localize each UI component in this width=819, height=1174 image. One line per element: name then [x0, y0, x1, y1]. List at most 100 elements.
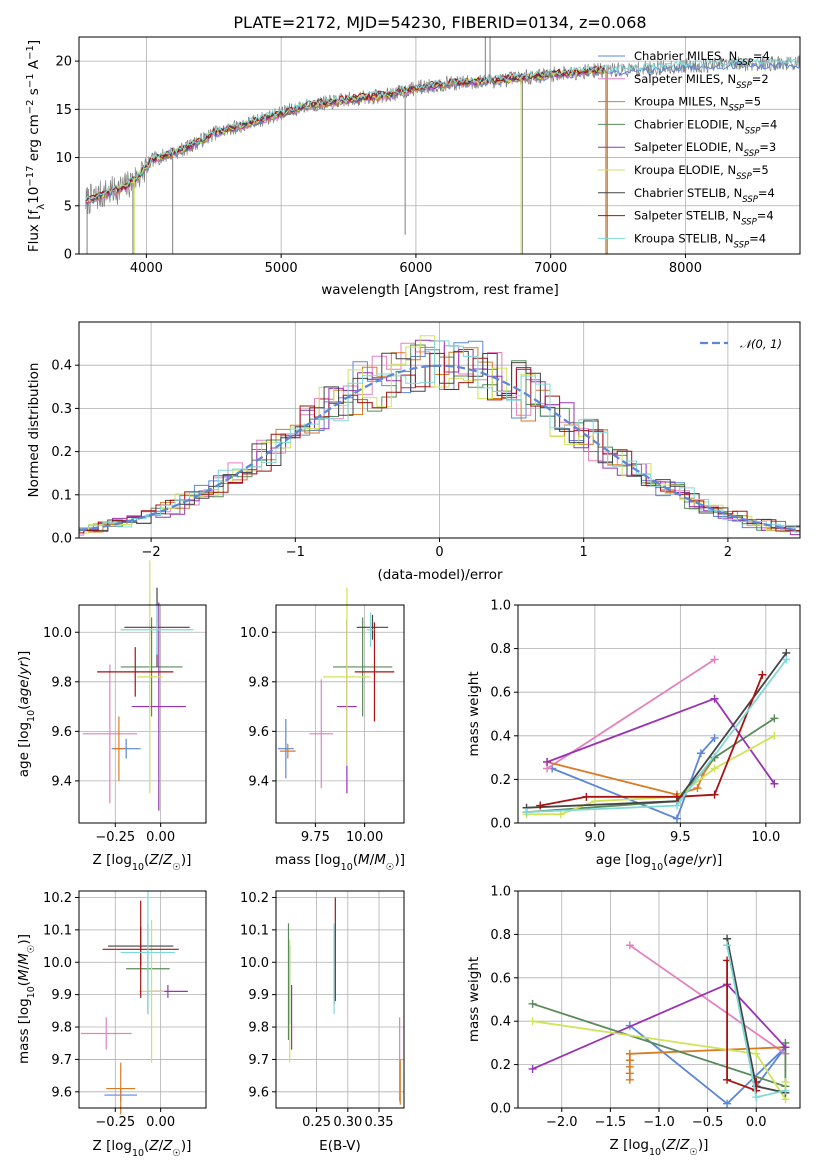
tick-label-x: 9.5 [670, 830, 691, 845]
weight-line-ss [726, 960, 758, 1092]
label-part: mass [log [275, 852, 341, 868]
legend-label-se: Salpeter ELODIE, NSSP=3 [634, 140, 776, 159]
legend-label-ce: Chabrier ELODIE, NSSP=4 [634, 117, 777, 136]
weight_vs_age-frame [517, 604, 801, 824]
label-part: 10 [649, 1147, 661, 1158]
weight-marker-ke [770, 731, 779, 740]
legend-sub: SSP [729, 104, 745, 114]
label-part: / [16, 964, 32, 969]
label-part: / [159, 1138, 164, 1154]
label-part: A [26, 59, 42, 73]
label-part: Z [log [93, 852, 132, 868]
tick-label-x: 5000 [265, 261, 298, 276]
mass-z-xlabel: Z [log10(Z/Z☉)] [93, 1138, 192, 1159]
age-mass-xlabel: mass [log10(M/M☉)] [275, 852, 405, 873]
tick-label-x: 0.00 [146, 1115, 175, 1130]
tick-label-x: −0.5 [692, 1115, 724, 1130]
label-part: / [16, 674, 32, 679]
legend-label-ss: Salpeter STELIB, NSSP=4 [634, 209, 774, 228]
spectrum-title: PLATE=2172, MJD=54230, FIBERID=0134, z=0… [233, 13, 646, 32]
weight-marker-ss [758, 670, 767, 679]
tick-label-x: 0.35 [365, 1115, 394, 1130]
label-part: −1 [25, 45, 36, 60]
label-part: / [676, 1137, 681, 1153]
legend-sub: SSP [745, 126, 761, 136]
tick-label-y: 9.8 [248, 675, 269, 690]
model-line-cm [85, 61, 800, 205]
weight-marker-ks [723, 941, 732, 950]
tick-label-x: 0.25 [302, 1115, 331, 1130]
tick-label-y: 1.0 [490, 599, 511, 614]
weight-line-ss [540, 674, 764, 807]
weight-marker-ks [752, 1093, 761, 1102]
tick-label-x: 0 [435, 545, 443, 560]
model-line-se [85, 66, 605, 204]
weight-line-sm [546, 658, 715, 770]
tick-label-y: 9.6 [248, 1085, 269, 1100]
age_vs_Z-frame [78, 604, 207, 824]
tick-label-y: 9.4 [248, 774, 269, 789]
label-part: ☉ [172, 1148, 181, 1159]
label-part: λ [36, 204, 47, 210]
tick-label-x: 4000 [130, 261, 163, 276]
label-part: 10 [341, 862, 353, 873]
weight-line-sm [629, 944, 786, 1055]
label-part: )] [712, 852, 723, 868]
weight-marker-ss [710, 790, 719, 799]
label-part: Z [148, 1138, 159, 1154]
hist-ke [79, 335, 800, 534]
label-part: )] [16, 934, 32, 945]
legend-text: Kroupa ELODIE, N [634, 163, 736, 177]
legend-post: =3 [759, 140, 776, 154]
tick-label-y: 0.8 [490, 928, 511, 943]
spectrum-data-line [85, 55, 800, 215]
tick-label-y: 9.8 [51, 1021, 72, 1036]
weight-marker-cm [710, 733, 719, 742]
label-part: Z [679, 1137, 690, 1153]
tick-label-x: −2 [142, 545, 161, 560]
label-part: ( [16, 981, 32, 986]
weight_vs_Z-xlabel: Z [log10(Z/Z☉)] [610, 1137, 709, 1158]
tick-label-y: 9.4 [51, 774, 72, 789]
model-line-ke [85, 65, 606, 203]
age_vs_Z-axes [79, 605, 206, 823]
label-part: ☉ [172, 862, 181, 873]
tick-label-y: 9.9 [248, 988, 269, 1003]
weight-marker-sm [625, 941, 634, 950]
tick-label-x: 7000 [534, 261, 567, 276]
weight-marker-ks [782, 655, 791, 664]
weight_vs_Z-axes [518, 890, 800, 1109]
legend-label-normal: 𝒩(0, 1) [740, 337, 782, 351]
weight-marker-ke [528, 1017, 537, 1026]
label-part: ☉ [386, 862, 395, 873]
tick-label-y: 0.3 [51, 402, 72, 417]
model-line-ks [85, 56, 800, 201]
label-part: Z [665, 1137, 676, 1153]
model-line-ce [85, 68, 605, 204]
residuals-ylabel: Normed distribution [26, 363, 42, 498]
tick-label-x: 10.0 [751, 830, 780, 845]
legend-label-sm: Salpeter MILES, NSSP=2 [634, 72, 769, 91]
legend-text: Chabrier STELIB, N [634, 186, 742, 200]
label-part: s [26, 88, 42, 99]
legend-sub: SSP [736, 172, 752, 182]
weight-marker-ss [723, 1075, 732, 1084]
label-part: M [16, 969, 32, 981]
weight-marker-ce [770, 714, 779, 723]
tick-label-y: 10.0 [240, 626, 269, 641]
label-part: )] [181, 1138, 192, 1154]
legend-label-cs: Chabrier STELIB, NSSP=4 [634, 186, 775, 205]
spectrum-frame [78, 36, 801, 255]
legend-label-ks: Kroupa STELIB, NSSP=4 [634, 231, 766, 250]
tick-label-x: 6000 [399, 261, 432, 276]
weight-marker-ke [781, 1077, 790, 1086]
weight-marker-cm [672, 814, 681, 823]
legend-text: Salpeter ELODIE, N [634, 140, 744, 154]
mass-ebv-xlabel: E(B-V) [319, 1138, 361, 1154]
label-part: mass [log [16, 998, 32, 1064]
label-part: age [log [16, 722, 32, 777]
model-line-km [85, 67, 606, 205]
tick-label-y: 0.4 [51, 359, 72, 374]
normal-curve [79, 364, 800, 532]
label-part: ( [353, 852, 358, 868]
